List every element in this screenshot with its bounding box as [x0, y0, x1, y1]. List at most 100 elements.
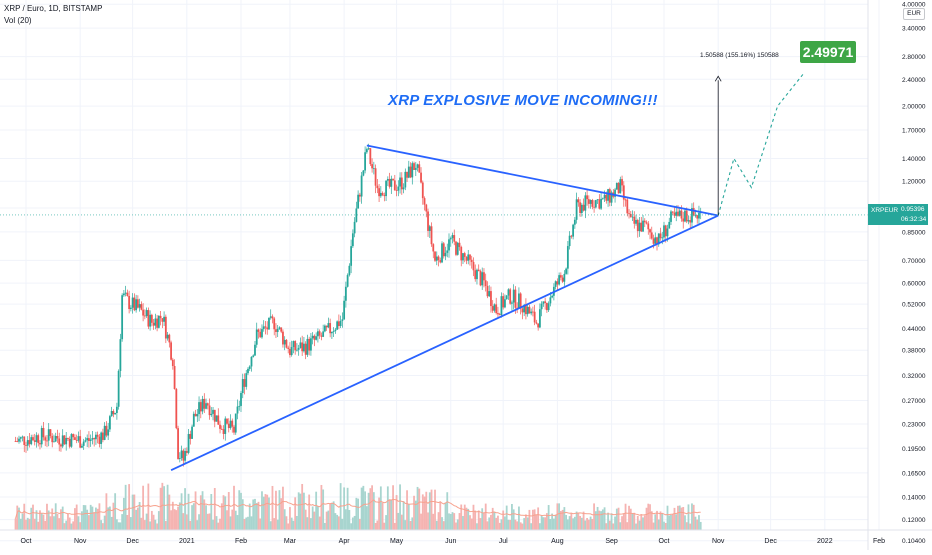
candle-body — [512, 289, 515, 303]
volume-bar — [334, 513, 337, 530]
candle-body — [264, 326, 267, 328]
x-tick-label: Jul — [499, 538, 508, 545]
volume-bar — [469, 515, 471, 530]
candle-body — [81, 445, 83, 448]
candle-body — [205, 403, 207, 409]
volume-bar — [437, 512, 440, 530]
volume-bar — [441, 517, 443, 530]
candle-body — [191, 426, 193, 439]
target-price-badge[interactable]: 2.49971 — [800, 41, 856, 63]
candle-body — [638, 222, 641, 232]
candle-body — [261, 329, 263, 338]
candle-body — [150, 314, 153, 323]
volume-bar — [96, 508, 99, 530]
volume-bar — [264, 494, 267, 530]
volume-bar — [304, 509, 307, 530]
volume-bar — [222, 495, 225, 530]
candle-body — [432, 244, 435, 252]
volume-bar — [645, 507, 648, 530]
candle-body — [666, 228, 669, 237]
x-tick-label: Feb — [235, 538, 247, 545]
candle-body — [68, 438, 71, 447]
x-tick-label: 2022 — [817, 538, 833, 545]
volume-bar — [84, 505, 87, 530]
volume-bar — [528, 509, 531, 530]
candle-body — [341, 319, 344, 321]
volume-bar — [180, 493, 183, 530]
volume-bar — [376, 520, 379, 530]
candle-body — [145, 310, 148, 317]
candle-body — [409, 166, 412, 178]
candle-body — [621, 179, 623, 186]
volume-bar — [579, 515, 582, 530]
chart-headline-annotation[interactable]: XRP EXPLOSIVE MOVE INCOMING!!! — [388, 92, 658, 109]
volume-bar — [500, 519, 503, 530]
volume-bar — [178, 502, 181, 530]
volume-bar — [607, 512, 609, 530]
currency-button[interactable]: EUR — [903, 8, 925, 20]
candle-body — [117, 370, 120, 407]
volume-bar — [629, 508, 632, 530]
volume-bar — [77, 516, 80, 530]
candle-body — [250, 356, 253, 367]
candle-body — [44, 437, 47, 441]
volume-bar — [317, 506, 319, 530]
volume-bar — [497, 515, 499, 530]
y-tick-label: 0.70000 — [902, 258, 926, 265]
candle-body — [448, 239, 450, 251]
volume-bar — [418, 488, 421, 530]
volume-bar — [631, 512, 634, 530]
candle-body — [168, 334, 171, 343]
volume-bar — [115, 519, 118, 530]
volume-bar — [516, 521, 519, 530]
volume-bar — [119, 522, 122, 530]
candle-body — [325, 325, 328, 328]
volume-bar — [559, 511, 562, 530]
volume-bar — [254, 498, 256, 530]
volume-bar — [386, 486, 389, 530]
candle-body — [430, 226, 433, 245]
volume-bar — [313, 511, 316, 530]
volume-bar — [18, 507, 20, 530]
volume-bar — [502, 510, 505, 530]
candle-body — [538, 309, 541, 328]
volume-bar — [154, 519, 157, 530]
volume-bar — [521, 523, 524, 530]
candle-body — [121, 295, 124, 340]
volume-bar — [416, 486, 419, 530]
volume-bar — [322, 489, 325, 530]
candle-body — [185, 450, 188, 453]
volume-bar — [367, 492, 370, 530]
x-tick-label: Dec — [126, 538, 139, 545]
candle-body — [109, 416, 111, 430]
candle-body — [414, 167, 417, 170]
candle-body — [336, 321, 339, 330]
candle-body — [110, 411, 113, 417]
candle-body — [640, 222, 643, 232]
volume-bar — [512, 509, 515, 530]
volume-bar — [383, 522, 386, 530]
measure-label: 1.50588 (155.16%) 150588 — [700, 52, 779, 59]
candle-body — [147, 310, 150, 327]
candle-body — [659, 233, 662, 239]
volume-bar — [671, 514, 674, 530]
volume-bar — [161, 482, 164, 530]
candle-body — [518, 293, 520, 309]
candle-body — [126, 292, 129, 296]
volume-bar — [404, 520, 407, 530]
candle-body — [608, 189, 611, 203]
volume-bar — [556, 503, 559, 530]
volume-bar — [385, 515, 387, 530]
volume-bar — [47, 510, 50, 530]
candle-body — [163, 316, 165, 322]
volume-bar — [446, 492, 449, 530]
candle-body — [42, 427, 45, 438]
volume-bar — [332, 501, 335, 530]
volume-bar — [306, 517, 309, 530]
candle-body — [500, 296, 503, 316]
candle-body — [299, 342, 302, 348]
y-tick-label: 0.38000 — [902, 348, 926, 355]
volume-bar — [44, 520, 47, 530]
volume-bar — [565, 514, 568, 530]
